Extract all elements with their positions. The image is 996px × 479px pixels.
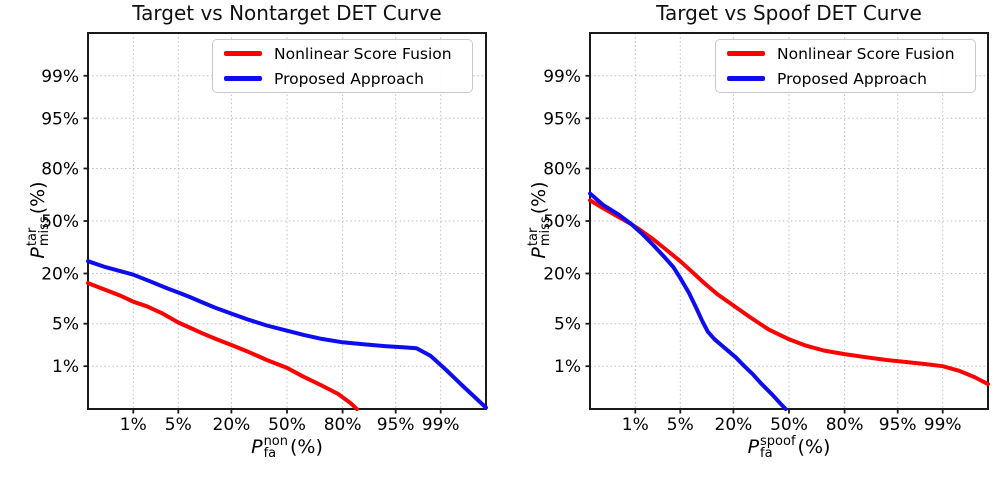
legend-line-blue bbox=[224, 76, 262, 81]
x-label-unit: (%) bbox=[290, 436, 323, 458]
x-tick-label: 5% bbox=[165, 415, 192, 435]
y-label-unit: (%) bbox=[528, 181, 550, 215]
x-tick-label: 95% bbox=[879, 415, 917, 435]
y-tick-label: 20% bbox=[543, 265, 581, 285]
legend-item-proposed-approach: Proposed Approach bbox=[213, 66, 472, 91]
legend-label: Nonlinear Score Fusion bbox=[777, 44, 955, 63]
legend-item-proposed-approach: Proposed Approach bbox=[716, 66, 975, 91]
x-tick-label: 95% bbox=[377, 415, 415, 435]
y-label-symbol: P bbox=[528, 247, 550, 259]
plot-left: 1% 5% 20% 50% 80% 95% 99% 1% 5% 20% 50% 80% 95% 99% bbox=[41, 32, 488, 435]
y-tick-label: 5% bbox=[52, 315, 79, 335]
x-label-superscript: spoof bbox=[760, 434, 796, 449]
left-chart-title: Target vs Nontarget DET Curve bbox=[132, 1, 442, 25]
y-tick-label: 50% bbox=[41, 212, 79, 232]
x-label-subscript: fa bbox=[263, 446, 277, 461]
det-curve-nonlinear-score-fusion bbox=[588, 198, 990, 387]
left-legend: Nonlinear Score Fusion Proposed Approach bbox=[212, 39, 473, 93]
det-curve-nonlinear-score-fusion bbox=[86, 281, 359, 411]
det-curve-proposed-approach bbox=[588, 191, 788, 411]
x-label-superscript: non bbox=[263, 434, 288, 449]
y-tick-label: 20% bbox=[41, 265, 79, 285]
x-label-scripts: non fa bbox=[263, 434, 288, 461]
right-chart-title: Target vs Spoof DET Curve bbox=[656, 1, 922, 25]
x-tick-label: 5% bbox=[667, 415, 694, 435]
y-label-symbol: P bbox=[27, 247, 49, 259]
y-label-subscript: miss bbox=[37, 216, 52, 247]
legend-label: Proposed Approach bbox=[777, 69, 927, 88]
y-label-scripts: tar miss bbox=[25, 216, 52, 247]
legend-line-blue bbox=[727, 76, 765, 81]
x-tick-label: 80% bbox=[826, 415, 864, 435]
legend-line-red bbox=[224, 51, 262, 56]
x-tick-label: 80% bbox=[324, 415, 362, 435]
x-label-symbol: P bbox=[747, 436, 760, 458]
det-curve-proposed-approach bbox=[86, 259, 488, 410]
x-tick-label: 1% bbox=[622, 415, 649, 435]
x-label-unit: (%) bbox=[797, 436, 831, 458]
x-tick-label: 50% bbox=[268, 415, 306, 435]
legend-item-nonlinear-score-fusion: Nonlinear Score Fusion bbox=[716, 41, 975, 66]
y-tick-label: 80% bbox=[543, 160, 581, 180]
x-tick-label: 20% bbox=[213, 415, 251, 435]
y-tick-label: 99% bbox=[41, 67, 79, 87]
y-tick-label: 1% bbox=[554, 357, 581, 377]
y-tick-label: 95% bbox=[543, 109, 581, 129]
legend-item-nonlinear-score-fusion: Nonlinear Score Fusion bbox=[213, 41, 472, 66]
legend-line-red bbox=[727, 51, 765, 56]
plot-right: 1% 5% 20% 50% 80% 95% 99% 1% 5% 20% 50% 80% 95% 99% bbox=[543, 32, 990, 435]
x-label-scripts: spoof fa bbox=[760, 434, 796, 461]
y-tick-label: 1% bbox=[52, 357, 79, 377]
x-tick-label: 1% bbox=[120, 415, 147, 435]
y-tick-label: 99% bbox=[543, 67, 581, 87]
y-tick-label: 5% bbox=[554, 315, 581, 335]
y-tick-label: 50% bbox=[543, 212, 581, 232]
x-tick-label: 20% bbox=[715, 415, 753, 435]
legend-label: Nonlinear Score Fusion bbox=[274, 44, 452, 63]
x-label-subscript: fa bbox=[760, 446, 773, 461]
y-label-scripts: tar miss bbox=[526, 216, 553, 247]
legend-label: Proposed Approach bbox=[274, 69, 424, 88]
x-tick-label: 99% bbox=[422, 415, 460, 435]
x-label-symbol: P bbox=[251, 436, 263, 458]
y-tick-label: 80% bbox=[41, 160, 79, 180]
right-legend: Nonlinear Score Fusion Proposed Approach bbox=[715, 39, 976, 93]
y-label-subscript: miss bbox=[538, 216, 553, 247]
x-tick-label: 99% bbox=[924, 415, 962, 435]
y-label-unit: (%) bbox=[27, 181, 49, 215]
y-tick-label: 95% bbox=[41, 109, 79, 129]
x-tick-label: 50% bbox=[770, 415, 808, 435]
